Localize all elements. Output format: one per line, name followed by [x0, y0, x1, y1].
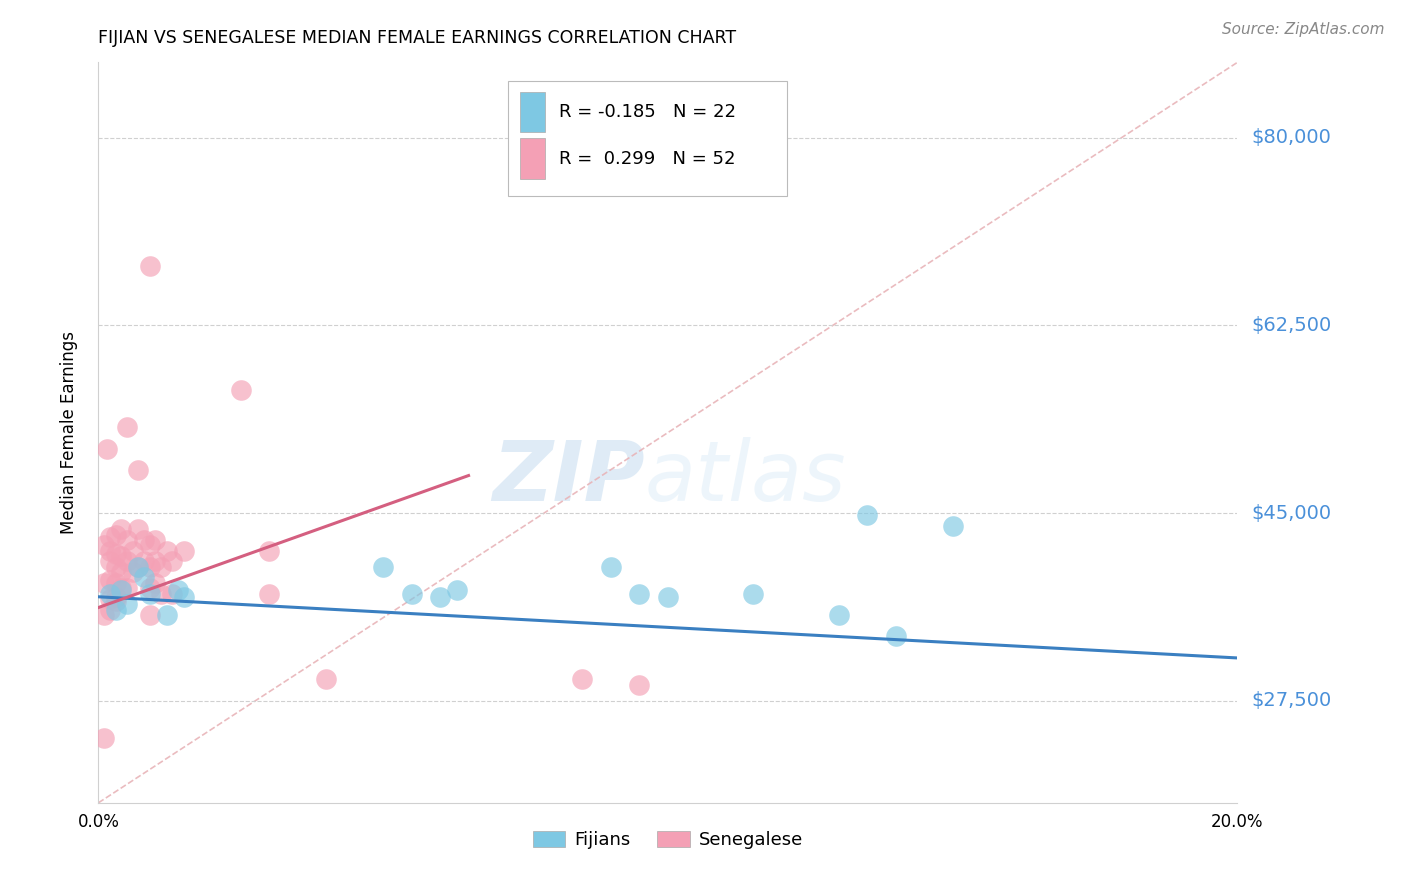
Point [162, 586, 184, 600]
Text: atlas: atlas [645, 436, 846, 517]
Text: $62,500: $62,500 [1251, 316, 1331, 334]
Point [942, 519, 965, 533]
Text: FIJIAN VS SENEGALESE MEDIAN FEMALE EARNINGS CORRELATION CHART: FIJIAN VS SENEGALESE MEDIAN FEMALE EARNI… [98, 29, 737, 47]
Text: $45,000: $45,000 [1251, 504, 1331, 523]
Text: ZIP: ZIP [492, 436, 645, 517]
Point [373, 559, 395, 574]
Point [401, 586, 423, 600]
Point [571, 673, 593, 687]
Point [104, 575, 127, 590]
Point [657, 590, 679, 604]
Point [828, 607, 851, 622]
Point [98, 591, 121, 606]
Point [127, 463, 149, 477]
Point [115, 420, 138, 434]
Point [132, 570, 155, 584]
Point [315, 673, 337, 687]
Point [110, 549, 132, 563]
Point [115, 597, 138, 611]
Point [104, 590, 127, 604]
Point [628, 586, 651, 600]
Bar [520, 92, 546, 132]
Point [628, 678, 651, 692]
Point [98, 554, 121, 568]
Point [110, 583, 132, 598]
Point [98, 543, 121, 558]
Point [229, 383, 252, 397]
Bar [520, 138, 546, 179]
FancyBboxPatch shape [509, 81, 787, 195]
Point [162, 554, 184, 568]
Point [145, 554, 167, 568]
Point [742, 586, 765, 600]
Point [110, 565, 132, 579]
Point [110, 522, 132, 536]
Point [446, 583, 468, 598]
Point [150, 559, 173, 574]
Point [429, 590, 451, 604]
Text: $27,500: $27,500 [1251, 691, 1331, 710]
Point [132, 533, 155, 547]
Point [127, 559, 149, 574]
Point [104, 594, 127, 608]
Point [115, 554, 138, 568]
Point [145, 533, 167, 547]
Point [115, 533, 138, 547]
Point [132, 554, 155, 568]
Point [138, 538, 160, 552]
Point [104, 559, 127, 574]
Y-axis label: Median Female Earnings: Median Female Earnings [59, 331, 77, 534]
Point [104, 527, 127, 541]
Point [138, 559, 160, 574]
Point [93, 538, 115, 552]
Point [884, 630, 907, 644]
Point [156, 607, 179, 622]
Point [104, 547, 127, 561]
Point [145, 575, 167, 590]
Point [173, 543, 195, 558]
Text: $80,000: $80,000 [1251, 128, 1331, 147]
Point [121, 543, 143, 558]
Point [110, 581, 132, 595]
Point [98, 586, 121, 600]
Point [259, 586, 281, 600]
Point [127, 559, 149, 574]
Text: R = -0.185   N = 22: R = -0.185 N = 22 [558, 103, 735, 121]
Point [173, 590, 195, 604]
Text: Source: ZipAtlas.com: Source: ZipAtlas.com [1222, 22, 1385, 37]
Point [600, 559, 623, 574]
Point [856, 508, 879, 523]
Point [121, 565, 143, 579]
Point [115, 581, 138, 595]
Text: R =  0.299   N = 52: R = 0.299 N = 52 [558, 150, 735, 168]
Point [93, 575, 115, 590]
Point [138, 581, 160, 595]
Point [98, 573, 121, 587]
Legend: Fijians, Senegalese: Fijians, Senegalese [526, 824, 810, 856]
Point [127, 522, 149, 536]
Point [156, 543, 179, 558]
Point [96, 442, 118, 456]
Point [93, 607, 115, 622]
Point [167, 583, 190, 598]
Point [93, 731, 115, 746]
Point [104, 602, 127, 616]
Point [98, 530, 121, 544]
Point [138, 260, 160, 274]
Point [150, 586, 173, 600]
Point [138, 586, 160, 600]
Point [98, 602, 121, 616]
Point [259, 543, 281, 558]
Point [138, 607, 160, 622]
